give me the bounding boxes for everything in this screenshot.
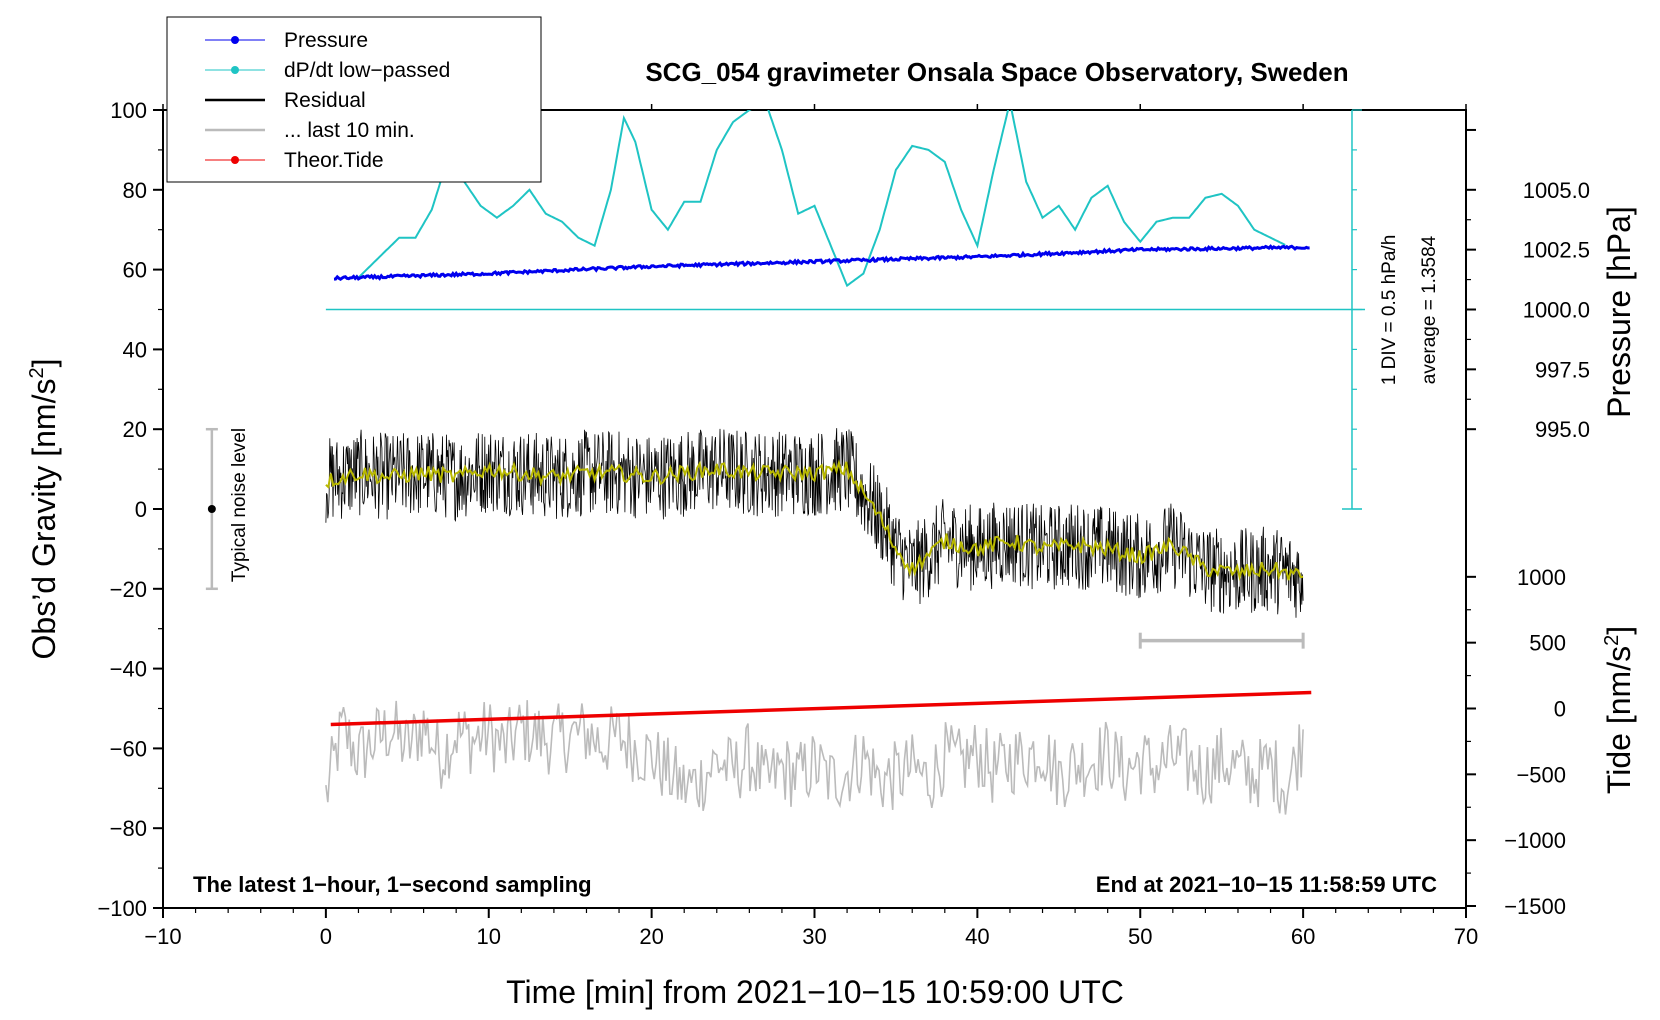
y-tick-label: 40 [123,337,147,362]
residual-line [325,428,1304,618]
tide-tick-label: 1000 [1517,565,1566,590]
tide-line [330,690,1312,727]
x-tick-label: 20 [639,924,663,949]
noise-level-label: Typical noise level [229,428,250,582]
pressure-tick-label: 995.0 [1535,417,1590,442]
tide-tick-label: −1500 [1504,894,1566,919]
dpdt-scale [325,109,1366,510]
y-tick-label: 60 [123,258,147,283]
x-tick-label: 10 [477,924,501,949]
legend-label-3: ... last 10 min. [284,119,415,142]
y-tick-label: 0 [135,497,147,522]
y-tick-label: 80 [123,178,147,203]
series-layer [325,110,1312,815]
legend-label-1: dP/dt low−passed [284,59,450,82]
x-axis-title: Time [min] from 2021−10−15 10:59:00 UTC [506,974,1124,1010]
x-tick-label: 0 [320,924,332,949]
y-axis-title-pressure: Pressure [hPa] [1601,206,1637,418]
last10-line [325,700,1304,815]
y-axis-title-left: Obs’d Gravity [nm/s2] [26,359,62,660]
x-tick-label: 50 [1128,924,1152,949]
x-tick-label: 60 [1291,924,1315,949]
tide-tick-label: 0 [1554,697,1566,722]
axes-group: −10 0 10 20 30 40 50 60 70−100−80−60−40−20020406… [97,98,1590,949]
y-tick-label: 100 [110,98,147,123]
x-tick-label: −10 [144,924,181,949]
y-tick-label: −60 [110,736,147,761]
legend: Pressure dP/dt low−passed Residual ... last… [166,16,542,183]
pressure-tick-label: 997.5 [1535,357,1590,382]
x-tick-label: 70 [1454,924,1478,949]
legend-label-0: Pressure [284,29,368,52]
y-tick-label: −40 [110,657,147,682]
y-tick-label: 20 [123,417,147,442]
footer-left: The latest 1−hour, 1−second sampling [193,872,592,897]
pressure-tick-label: 1000.0 [1523,298,1590,323]
residual-smoothed-line [325,459,1304,582]
tide-tick-label: 500 [1529,631,1566,656]
legend-dot-4 [231,156,239,164]
legend-dot-0 [231,36,239,44]
pressure-tick-label: 1002.5 [1523,238,1590,263]
legend-dot-1 [231,66,239,74]
average-note: average = 1.3584 [1419,235,1440,384]
chart-title: SCG_054 gravimeter Onsala Space Observat… [645,57,1348,87]
footer-right: End at 2021−10−15 11:58:59 UTC [1096,872,1437,897]
pressure-tick-label: 1005.0 [1523,178,1590,203]
legend-label-4: Theor.Tide [284,149,384,172]
dpdt-line [357,110,1286,288]
noise-level-bar [205,427,218,591]
div-note: 1 DIV = 0.5 hPa/h [1379,235,1400,386]
x-tick-label: 30 [802,924,826,949]
tide-tick-label: −500 [1516,762,1566,787]
y-tick-label: −100 [97,896,147,921]
legend-label-2: Residual [284,89,366,112]
tide-tick-label: −1000 [1504,828,1566,853]
x-tick-label: 40 [965,924,989,949]
noise-bar-dot [207,505,216,513]
y-tick-label: −20 [110,577,147,602]
y-axis-title-tide: Tide [nm/s2] [1601,626,1637,794]
y-tick-label: −80 [110,816,147,841]
pressure-line [333,244,1310,281]
